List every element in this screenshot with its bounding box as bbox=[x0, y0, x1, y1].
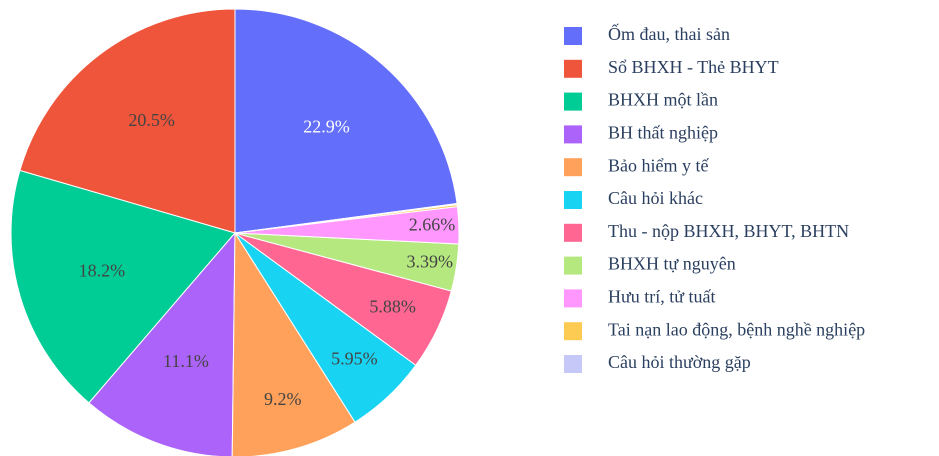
legend-label: Sổ BHXH - Thẻ BHYT bbox=[608, 57, 779, 77]
slice-label: 9.2% bbox=[264, 389, 302, 409]
legend-label: Câu hỏi khác bbox=[608, 188, 703, 208]
slice-label: 20.5% bbox=[128, 110, 175, 130]
pie-slice bbox=[10, 169, 236, 404]
legend-label: BH thất nghiệp bbox=[608, 123, 718, 143]
pie-slice bbox=[88, 231, 236, 456]
slice-label: 18.2% bbox=[79, 261, 126, 281]
legend-swatch bbox=[564, 256, 582, 275]
legend-swatch bbox=[564, 27, 582, 45]
slice-label: 3.39% bbox=[406, 252, 453, 272]
legend-label: Ốm đau, thai sản bbox=[608, 23, 730, 44]
legend-swatch bbox=[564, 223, 582, 242]
pie-slice bbox=[234, 202, 458, 234]
slice-label: 11.1% bbox=[163, 351, 209, 371]
legend-label: BHXH tự nguyên bbox=[608, 254, 736, 274]
legend-swatch bbox=[564, 322, 582, 341]
legend-label: Bảo hiểm y tế bbox=[608, 155, 709, 175]
legend-swatch bbox=[564, 355, 582, 373]
legend-swatch bbox=[564, 158, 582, 177]
pie-slice bbox=[19, 8, 236, 234]
slice-label: 2.66% bbox=[409, 214, 456, 234]
slice-label: 5.88% bbox=[369, 297, 416, 317]
legend-swatch bbox=[564, 289, 582, 308]
pie-slice bbox=[234, 8, 458, 234]
pie-slice bbox=[231, 231, 356, 456]
legend-label: Thu - nộp BHXH, BHYT, BHTN bbox=[608, 221, 849, 241]
legend-label: BHXH một lần bbox=[608, 90, 718, 110]
slice-label: 5.95% bbox=[331, 349, 378, 369]
legend-label: Hưu trí, tử tuất bbox=[608, 287, 716, 307]
legend-label: Tai nạn lao động, bệnh nghề nghiệp bbox=[608, 319, 865, 339]
legend-swatch bbox=[564, 125, 582, 144]
legend-swatch bbox=[564, 59, 582, 78]
legend-swatch bbox=[564, 191, 582, 209]
slice-label: 22.9% bbox=[303, 117, 350, 137]
legend-label: Câu hỏi thường gặp bbox=[608, 352, 751, 372]
legend-swatch bbox=[564, 92, 582, 111]
